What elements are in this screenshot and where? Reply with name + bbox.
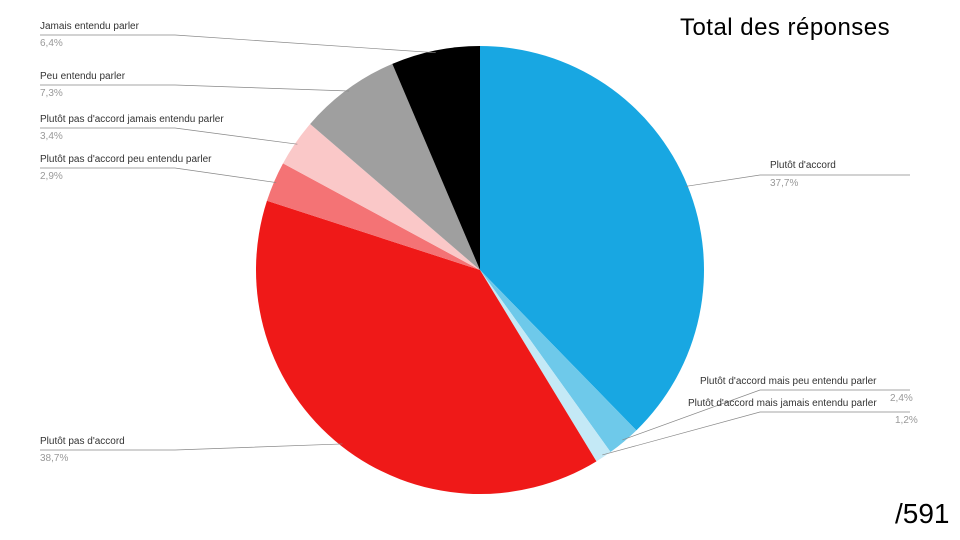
slice-percent: 2,9% xyxy=(40,171,63,182)
slice-label: Plutôt pas d'accord jamais entendu parle… xyxy=(40,114,224,125)
slice-percent: 2,4% xyxy=(890,393,913,404)
leader-line xyxy=(602,412,910,455)
slice-label: Plutôt pas d'accord peu entendu parler xyxy=(40,154,211,165)
leader-line xyxy=(40,35,436,53)
slice-percent: 7,3% xyxy=(40,88,63,99)
slice-percent: 6,4% xyxy=(40,38,63,49)
slice-label: Plutôt d'accord xyxy=(770,160,836,171)
slice-percent: 37,7% xyxy=(770,178,798,189)
slice-percent: 1,2% xyxy=(895,415,918,426)
slice-label: Plutôt pas d'accord xyxy=(40,436,125,447)
leader-line xyxy=(40,128,297,144)
leader-line xyxy=(40,85,349,91)
slice-label: Plutôt d'accord mais jamais entendu parl… xyxy=(688,398,877,409)
pie-chart xyxy=(0,0,960,540)
leader-line xyxy=(40,168,276,183)
slice-label: Plutôt d'accord mais peu entendu parler xyxy=(700,376,876,387)
slice-percent: 3,4% xyxy=(40,131,63,142)
slice-percent: 38,7% xyxy=(40,453,68,464)
slice-label: Jamais entendu parler xyxy=(40,21,139,32)
slice-label: Peu entendu parler xyxy=(40,71,125,82)
